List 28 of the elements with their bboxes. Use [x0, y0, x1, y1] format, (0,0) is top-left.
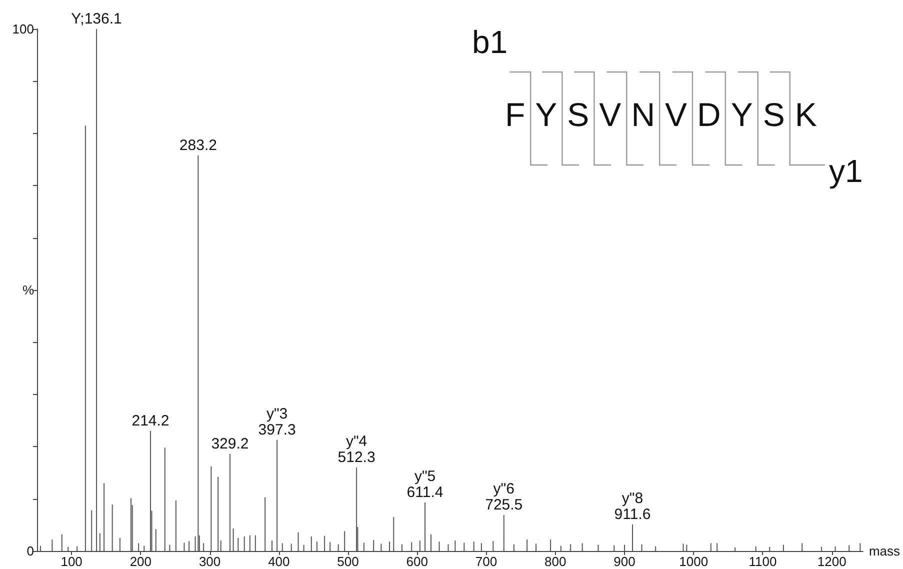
x-tick-label: 1000: [679, 554, 708, 569]
x-tick-label: 500: [337, 554, 359, 569]
annotation: y"6 725.5: [485, 480, 523, 514]
annotation: y"5 611.4: [406, 468, 444, 501]
annotation: Y;136.1: [71, 10, 122, 28]
annotation: y"3 397.3: [258, 405, 296, 438]
annotation: 283.2: [179, 136, 217, 154]
y-tick-label: 100: [12, 22, 34, 36]
x-tick-label: 1200: [817, 554, 846, 569]
x-tick-label: 700: [475, 554, 498, 569]
x-tick-label: 600: [406, 554, 428, 569]
x-tick-label: 300: [198, 554, 221, 569]
x-tick-label: 800: [544, 554, 566, 569]
x-tick-label: 900: [614, 554, 636, 569]
y-tick-label: %: [22, 282, 34, 298]
x-tick-label: 200: [130, 554, 152, 569]
x-tick-label: 100: [60, 554, 82, 569]
annotation: 214.2: [132, 412, 170, 430]
annotation: y"8 911.6: [614, 490, 651, 523]
x-tick-label: 1100: [748, 554, 777, 569]
annotation: 329.2: [211, 435, 249, 452]
annotation: y1: [829, 153, 863, 189]
annotation: b1: [472, 24, 508, 60]
annotation: y"4 512.3: [338, 432, 376, 466]
annotation: FYSVNVDYSK: [505, 96, 827, 133]
y-tick-label: 0: [26, 544, 34, 558]
x-axis-title: mass: [868, 544, 900, 558]
x-tick-label: 400: [268, 554, 290, 569]
